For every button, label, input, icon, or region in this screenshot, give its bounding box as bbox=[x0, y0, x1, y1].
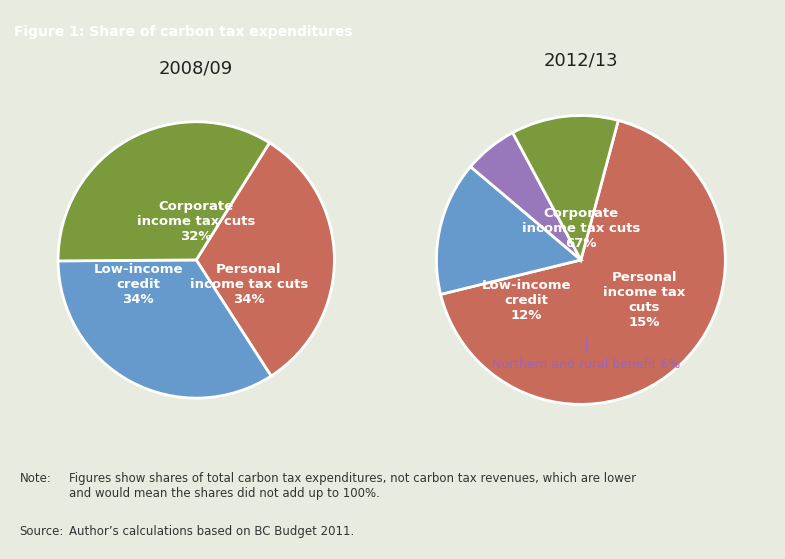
Wedge shape bbox=[58, 260, 271, 398]
Text: Northern and rural benefit 6%: Northern and rural benefit 6% bbox=[492, 338, 681, 371]
Text: Personal
income tax cuts
34%: Personal income tax cuts 34% bbox=[189, 263, 308, 306]
Wedge shape bbox=[196, 143, 334, 376]
Wedge shape bbox=[58, 122, 269, 261]
Text: Note:: Note: bbox=[20, 472, 52, 485]
Title: 2008/09: 2008/09 bbox=[159, 59, 233, 77]
Text: Source:: Source: bbox=[20, 525, 64, 538]
Wedge shape bbox=[513, 116, 619, 260]
Text: Figures show shares of total carbon tax expenditures, not carbon tax revenues, w: Figures show shares of total carbon tax … bbox=[69, 472, 636, 500]
Wedge shape bbox=[470, 132, 581, 260]
Text: Corporate
income tax cuts
32%: Corporate income tax cuts 32% bbox=[137, 200, 255, 243]
Text: Low-income
credit
34%: Low-income credit 34% bbox=[93, 263, 183, 306]
Text: Low-income
credit
12%: Low-income credit 12% bbox=[481, 279, 571, 322]
Title: 2012/13: 2012/13 bbox=[543, 51, 619, 69]
Text: Personal
income tax
cuts
15%: Personal income tax cuts 15% bbox=[604, 271, 685, 329]
Text: Corporate
income tax cuts
67%: Corporate income tax cuts 67% bbox=[522, 207, 640, 250]
Wedge shape bbox=[440, 120, 725, 404]
Text: Author’s calculations based on BC Budget 2011.: Author’s calculations based on BC Budget… bbox=[69, 525, 354, 538]
Wedge shape bbox=[436, 167, 581, 295]
Text: Figure 1: Share of carbon tax expenditures: Figure 1: Share of carbon tax expenditur… bbox=[14, 25, 352, 39]
